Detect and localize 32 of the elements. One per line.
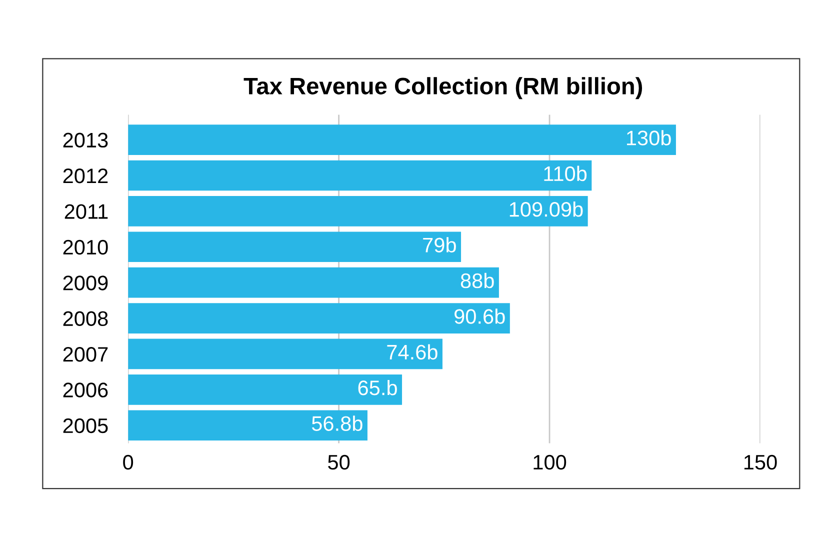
x-tick-label: 50 xyxy=(328,454,350,470)
bar xyxy=(128,124,676,155)
y-tick-label: 2009 xyxy=(63,276,108,290)
bar xyxy=(128,338,442,370)
data-label: 79b xyxy=(423,237,456,252)
bar xyxy=(128,267,499,298)
bar xyxy=(128,410,368,441)
data-label: 109.09b xyxy=(510,201,583,217)
x-tick-label: 100 xyxy=(534,454,566,470)
data-label: 74.6b xyxy=(387,344,438,360)
y-tick-label: 2012 xyxy=(63,168,108,184)
x-tick-label: 150 xyxy=(744,454,777,470)
data-label: 88b xyxy=(460,272,494,288)
data-label: 130b xyxy=(626,130,671,146)
data-label: 90.6b xyxy=(454,308,505,324)
y-tick-label: 2006 xyxy=(63,382,108,398)
x-tick-label: 0 xyxy=(123,454,134,470)
chart-title: Tax Revenue Collection (RM billion) xyxy=(244,77,642,100)
y-tick-label: 2010 xyxy=(63,240,108,255)
data-label: 110b xyxy=(544,166,587,182)
y-tick-label: 2007 xyxy=(63,346,108,362)
data-label: 56.8b xyxy=(312,416,362,431)
y-tick-label: 2005 xyxy=(63,418,108,434)
bar xyxy=(128,374,402,405)
y-tick-label: 2008 xyxy=(63,311,108,326)
bar xyxy=(128,232,462,262)
bar xyxy=(128,196,588,226)
bar xyxy=(128,160,592,191)
bar xyxy=(128,303,510,334)
y-tick-label: 2013 xyxy=(63,132,108,148)
y-tick-label: 2011 xyxy=(64,204,108,219)
data-label: 65.b xyxy=(358,380,397,396)
